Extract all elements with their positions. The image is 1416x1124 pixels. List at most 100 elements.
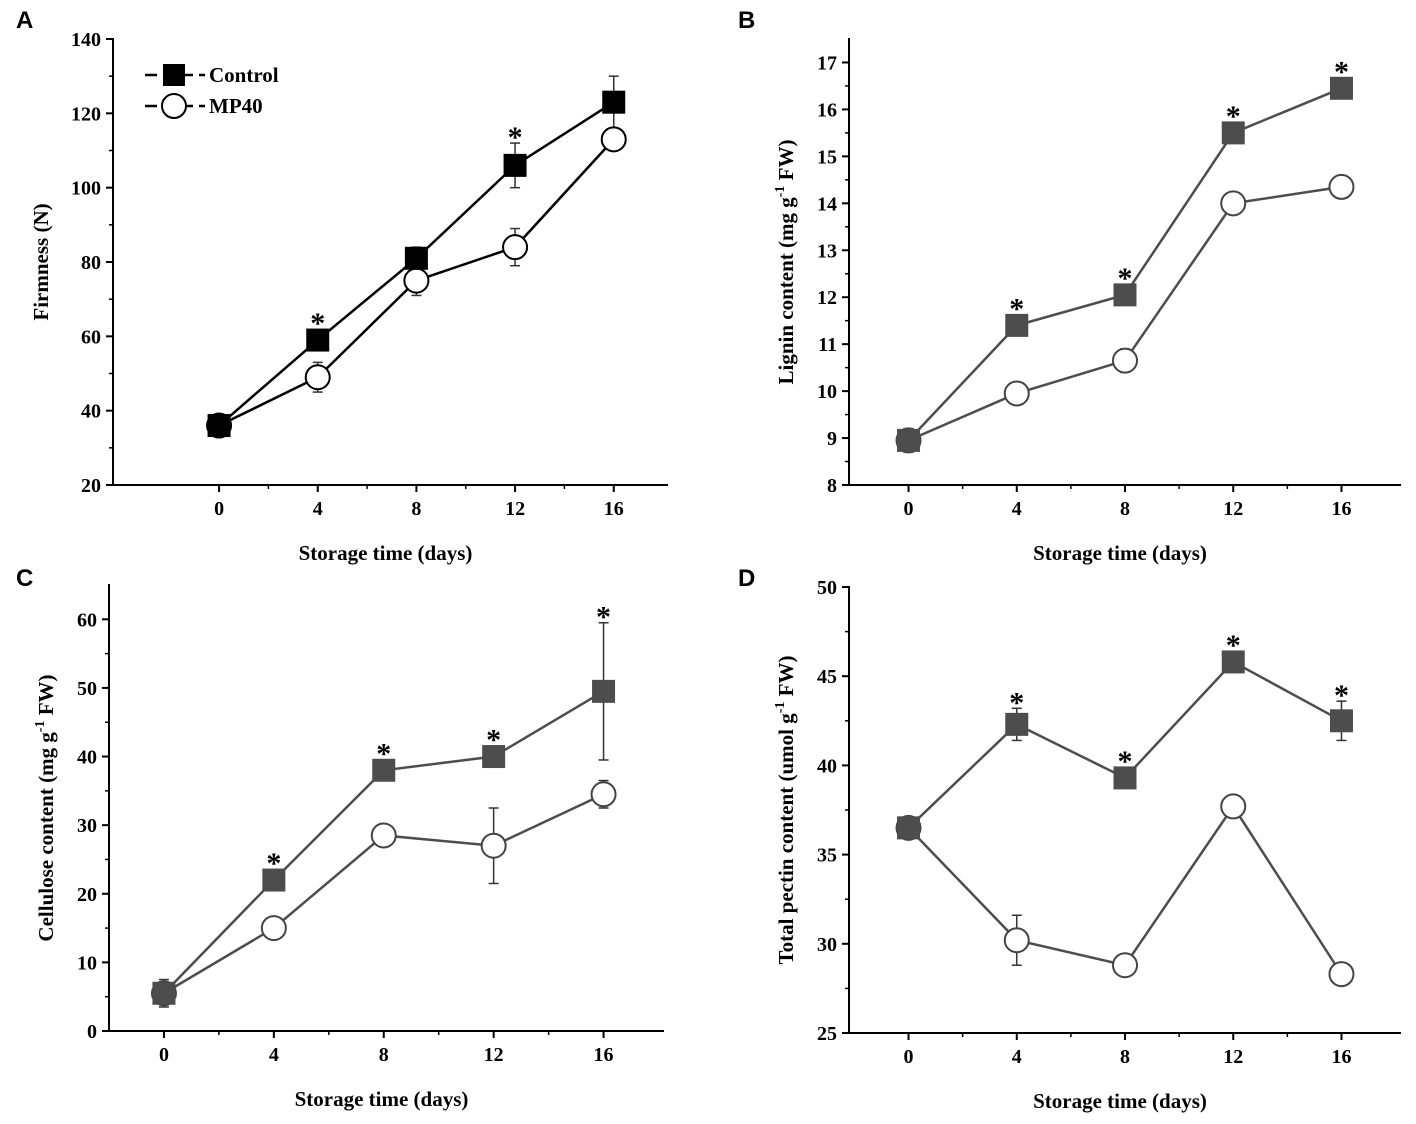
x-tick-label: 4 <box>269 1044 279 1066</box>
y-tick-label: 60 <box>77 609 97 631</box>
mp40-series-line <box>907 804 1343 975</box>
control-point <box>306 328 330 352</box>
y-tick-label: 10 <box>77 952 97 974</box>
y-tick-label: 100 <box>71 178 101 200</box>
y-axis-title-sup: -1 <box>773 186 788 198</box>
control-point <box>1113 766 1137 790</box>
significance-star: * <box>1118 745 1133 778</box>
control-point <box>1221 650 1245 674</box>
y-tick-label: 20 <box>81 475 101 497</box>
significance-star: * <box>1226 629 1241 662</box>
x-tick-label: 4 <box>1012 498 1022 520</box>
mp40-point <box>1112 347 1138 374</box>
x-tick-label: 12 <box>1223 498 1243 520</box>
x-tick-label: 16 <box>1331 498 1351 520</box>
y-tick-label: 30 <box>817 934 837 956</box>
panel-b: B 8 9 10 11 12 13 14 15 16 17 0 4 8 12 16 Storage time (… <box>738 7 1401 565</box>
y-tick-label: 120 <box>71 103 101 125</box>
y-tick-label: 40 <box>81 401 101 423</box>
mp40-point <box>1220 190 1247 217</box>
x-tick-label: 8 <box>411 498 421 520</box>
y-tick-label: 12 <box>817 287 837 309</box>
panel-c: C 0 10 20 30 40 50 60 0 4 8 12 16 Storage time (days)… <box>16 565 664 1111</box>
mp40-point <box>1328 173 1355 200</box>
y-axis-title: Cellulose content (mg g-1 FW) <box>33 674 58 941</box>
y-tick-label: 13 <box>817 240 837 262</box>
panel-letter: D <box>738 565 755 592</box>
x-tick-label: 8 <box>1120 498 1130 520</box>
mp40-point <box>502 234 529 261</box>
mp40-point <box>304 364 331 391</box>
y-tick-label: 8 <box>827 475 837 497</box>
control-point <box>503 153 527 177</box>
control-point <box>602 90 626 114</box>
significance-star: * <box>376 737 391 770</box>
x-tick-label: 16 <box>1331 1046 1351 1068</box>
y-tick-label: 17 <box>817 52 837 74</box>
mp40-point <box>370 822 397 849</box>
y-tick-label: 40 <box>817 755 837 777</box>
y-axis-title: Total pectin content (umol g-1 FW) <box>773 656 798 965</box>
mp40-point <box>480 832 507 859</box>
legend: Control MP40 <box>145 63 279 119</box>
x-axis-title: Storage time (days) <box>299 541 473 565</box>
y-tick-label: 15 <box>817 146 837 168</box>
significance-star: * <box>1334 55 1349 88</box>
y-tick-label: 11 <box>818 334 837 356</box>
control-point <box>372 758 396 782</box>
y-axis-title-end: FW) <box>774 656 798 702</box>
control-point <box>152 981 176 1005</box>
panel-d: D 25 30 35 40 45 50 0 4 8 12 16 Storage time (days) T… <box>738 565 1401 1113</box>
y-tick-label: 35 <box>817 845 837 867</box>
panel-letter: C <box>16 565 33 592</box>
x-axis-title: Storage time (days) <box>1033 541 1207 565</box>
legend-control-marker <box>163 64 185 86</box>
y-tick-label: 16 <box>817 99 837 121</box>
y-tick-label: 20 <box>77 884 97 906</box>
x-tick-label: 16 <box>604 498 624 520</box>
significance-star: * <box>596 601 611 634</box>
significance-star: * <box>1118 262 1133 295</box>
legend-control-label: Control <box>209 63 279 87</box>
y-axis-title-main: Lignin content (mg g <box>774 197 798 385</box>
y-tick-label: 60 <box>81 326 101 348</box>
control-point <box>262 868 286 892</box>
x-tick-label: 0 <box>904 1046 914 1068</box>
x-tick-label: 8 <box>1120 1046 1130 1068</box>
y-tick-label: 30 <box>77 815 97 837</box>
control-point <box>482 745 506 769</box>
x-tick-label: 0 <box>904 498 914 520</box>
significance-star: * <box>310 307 325 340</box>
x-tick-label: 0 <box>214 498 224 520</box>
x-axis-title: Storage time (days) <box>1033 1089 1207 1113</box>
y-axis-title: Lignin content (mg g-1 FW) <box>773 139 798 384</box>
mp40-point <box>1328 961 1355 988</box>
mp40-series-line <box>908 185 1342 442</box>
control-point <box>897 816 921 840</box>
mp40-point <box>1112 952 1138 979</box>
control-point <box>897 428 921 452</box>
control-point <box>1329 76 1353 100</box>
y-axis-title: Firmness (N) <box>29 203 53 320</box>
control-point <box>1329 709 1353 733</box>
y-axis-title-sup: -1 <box>773 702 788 714</box>
y-tick-label: 80 <box>81 252 101 274</box>
legend-mp40-marker <box>161 93 187 119</box>
mp40-point <box>1003 927 1030 954</box>
control-point <box>1005 712 1029 736</box>
mp40-point <box>403 267 430 294</box>
y-axis-title-main: Total pectin content (umol g <box>774 713 798 965</box>
mp40-point <box>260 915 287 942</box>
y-tick-label: 50 <box>817 577 837 599</box>
x-tick-label: 4 <box>313 498 323 520</box>
control-point <box>1221 121 1245 145</box>
control-point <box>1113 283 1137 307</box>
mp40-point <box>590 781 617 808</box>
y-tick-label: 14 <box>817 193 837 215</box>
significance-star: * <box>1009 292 1024 325</box>
significance-star: * <box>486 724 501 757</box>
mp40-point <box>1220 793 1247 820</box>
y-tick-label: 50 <box>77 678 97 700</box>
x-tick-label: 8 <box>379 1044 389 1066</box>
y-axis-title-end: FW) <box>34 674 58 720</box>
